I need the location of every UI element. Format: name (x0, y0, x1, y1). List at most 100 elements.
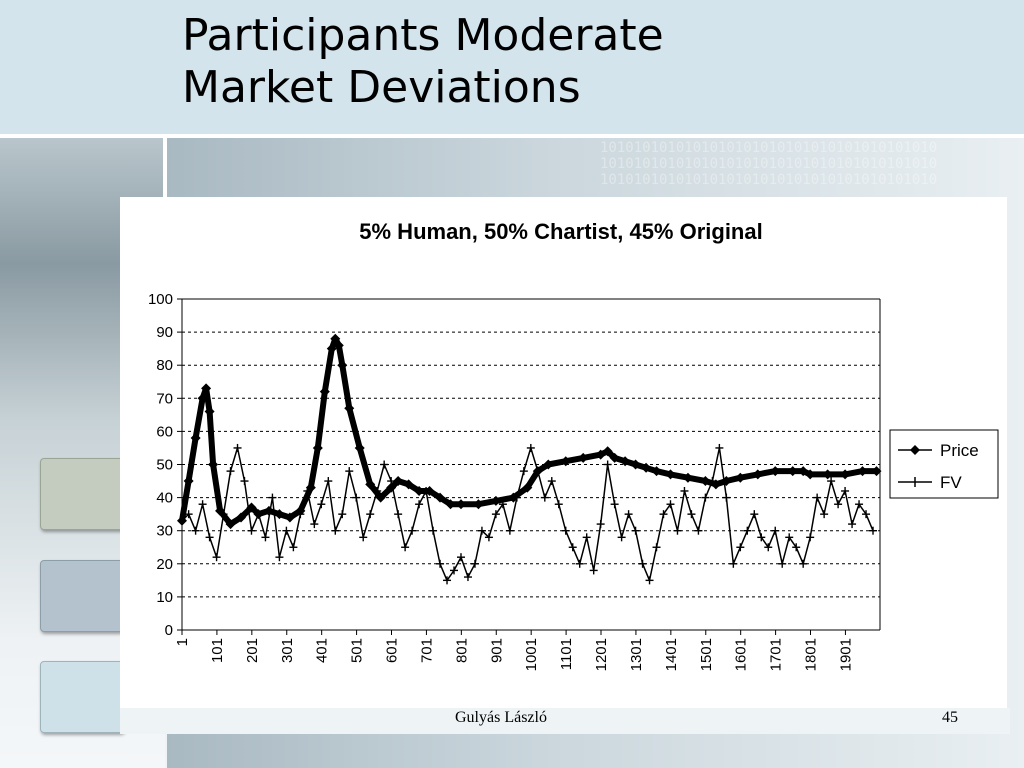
price-point (197, 393, 208, 404)
price-point (246, 502, 257, 513)
legend-box (889, 429, 999, 499)
fv-point (401, 543, 410, 552)
price-point (375, 492, 386, 503)
fv-point (813, 493, 822, 502)
fv-point (596, 520, 605, 529)
fv-point (491, 510, 500, 519)
gridlines (182, 298, 880, 598)
x-tick-label: 1601 (733, 638, 750, 671)
slide-title-line-1: Participants Moderate (182, 10, 664, 61)
fv-point (652, 543, 661, 552)
footer-author: Gulyás László (455, 709, 547, 726)
fv-point (631, 526, 640, 535)
fv-point (743, 526, 752, 535)
price-point (403, 479, 414, 490)
price-point (263, 505, 274, 516)
fv-point (715, 443, 724, 452)
fv-point (862, 510, 871, 519)
price-point (312, 442, 323, 453)
fv-point (687, 510, 696, 519)
x-tick-label: 301 (279, 638, 296, 663)
footer-bar (120, 708, 1010, 734)
x-tick-label: 801 (453, 638, 470, 663)
price-point (602, 446, 613, 457)
price-point (641, 462, 652, 473)
price-point (435, 492, 446, 503)
fv-point (212, 553, 221, 562)
fv-point (282, 526, 291, 535)
x-tick-label: 501 (349, 638, 366, 663)
price-point (620, 456, 631, 467)
fv-point (352, 493, 361, 502)
line-chart: 5% Human, 50% Chartist, 45% Original 0 10… (148, 219, 999, 671)
fv-point (659, 510, 668, 519)
x-tick-label: 1501 (698, 638, 715, 671)
fv-point (547, 477, 556, 486)
page-number: 45 (942, 709, 958, 726)
price-point (225, 519, 236, 530)
x-tick-label: 101 (209, 638, 226, 663)
fv-point (429, 526, 438, 535)
price-point (344, 403, 355, 414)
fv-point (233, 443, 242, 452)
fv-point (394, 510, 403, 519)
y-tick-label: 100 (148, 291, 173, 308)
fv-point (617, 533, 626, 542)
title-divider (0, 134, 1024, 138)
price-point (208, 459, 219, 470)
price-point (578, 452, 589, 463)
price-point (393, 476, 404, 487)
price-point (543, 459, 554, 470)
fv-point (226, 467, 235, 476)
fv-point (722, 493, 731, 502)
legend: Price FV (889, 429, 999, 499)
fv-point (638, 559, 647, 568)
x-tick-label: 1801 (803, 638, 820, 671)
fv-point (568, 543, 577, 552)
price-point (455, 499, 466, 510)
decorative-box-2 (40, 560, 124, 632)
fv-point (575, 559, 584, 568)
y-tick-label: 30 (156, 523, 173, 540)
price-point (284, 512, 295, 523)
fv-point (806, 533, 815, 542)
fv-point (324, 477, 333, 486)
fv-point (827, 477, 836, 486)
fv-point (198, 500, 207, 509)
fv-point (268, 493, 277, 502)
fv-point (380, 460, 389, 469)
slide-title-line-2: Market Deviations (182, 62, 581, 113)
x-tick-label: 1201 (593, 638, 610, 671)
price-point (560, 456, 571, 467)
fv-point (387, 477, 396, 486)
fv-point (666, 500, 675, 509)
fv-point (855, 500, 864, 509)
fv-point (834, 500, 843, 509)
price-point (337, 360, 348, 371)
fv-point (450, 566, 459, 575)
fv-point (289, 543, 298, 552)
fv-point (645, 576, 654, 585)
chart-panel: 5% Human, 50% Chartist, 45% Original 0 10… (120, 197, 1007, 708)
fv-point (799, 559, 808, 568)
price-point (735, 472, 746, 483)
fv-point (554, 500, 563, 509)
fv-point (240, 477, 249, 486)
fv-point (540, 493, 549, 502)
price-point (682, 472, 693, 483)
fv-point (505, 526, 514, 535)
y-tick-label: 80 (156, 357, 173, 374)
fv-point (317, 500, 326, 509)
fv-point (477, 526, 486, 535)
fv-point (456, 553, 465, 562)
fv-point (701, 493, 710, 502)
fv-point (680, 486, 689, 495)
price-point (752, 469, 763, 480)
price-point (665, 469, 676, 480)
fv-point (869, 526, 878, 535)
fv-point (470, 559, 479, 568)
price-point (414, 485, 425, 496)
fv-point (764, 543, 773, 552)
fv-point (436, 559, 445, 568)
